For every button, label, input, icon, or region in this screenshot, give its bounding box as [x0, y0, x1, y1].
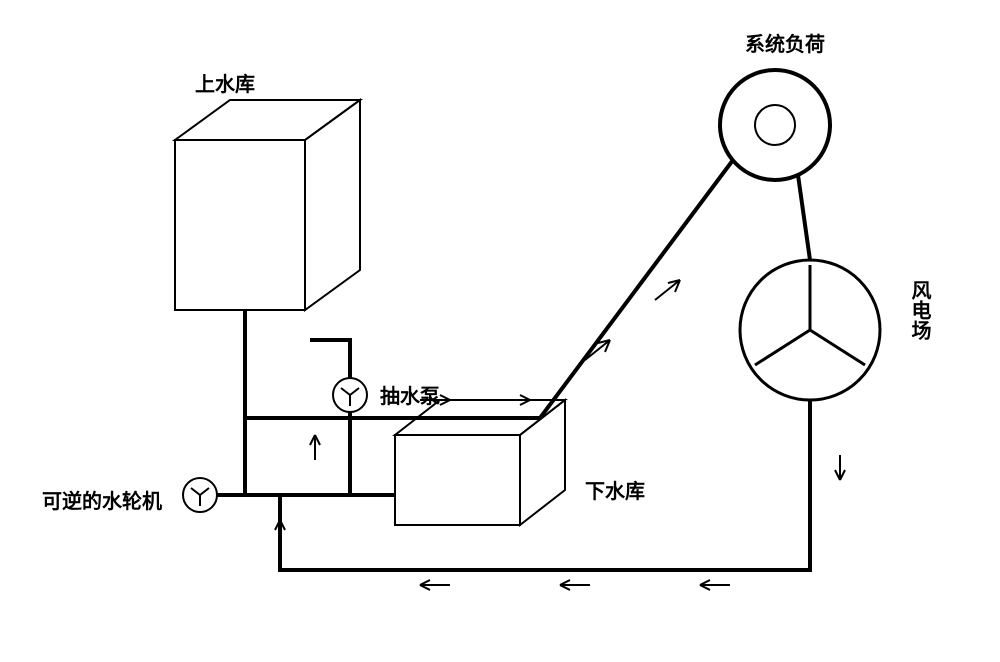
system-load-label: 系统负荷 [745, 28, 825, 57]
flow-arrows [275, 280, 845, 590]
turbine-label: 可逆的水轮机 [42, 485, 162, 514]
upper-reservoir-box [175, 100, 360, 310]
pump-label: 抽水泵 [380, 380, 440, 409]
system-load-ring [720, 70, 830, 180]
pump-icon [333, 378, 367, 412]
wind-farm-label: 风电场 [905, 280, 934, 340]
upper-reservoir-label: 上水库 [195, 68, 255, 97]
wind-turbine-icon [740, 260, 880, 400]
lower-reservoir-label: 下水库 [585, 475, 645, 504]
hydro-turbine-icon [183, 478, 217, 512]
